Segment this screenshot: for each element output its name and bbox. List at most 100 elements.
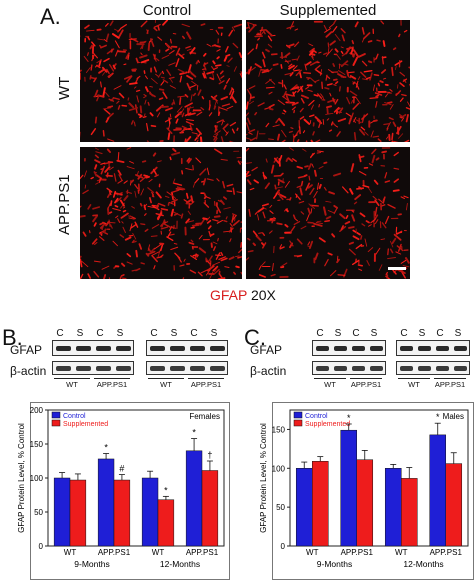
astrocyte-process [168, 201, 174, 205]
astrocyte-process [154, 57, 160, 62]
astrocyte-process [307, 184, 313, 189]
astrocyte-process [157, 212, 162, 221]
astrocyte-process [248, 132, 253, 135]
astrocyte-process [348, 117, 352, 125]
astrocyte-process [100, 44, 107, 49]
astrocyte-process [135, 174, 144, 179]
astrocyte-process [126, 253, 132, 258]
astrocyte-process [257, 102, 265, 107]
astrocyte-process [144, 75, 148, 80]
astrocyte-process [90, 76, 97, 80]
astrocyte-process [115, 215, 119, 219]
astrocyte-process [238, 248, 242, 254]
astrocyte-process [206, 196, 211, 199]
astrocyte-process [114, 28, 120, 32]
astrocyte-process [268, 107, 274, 111]
astrocyte-process [277, 178, 285, 184]
x-tick-label: APP.PS1 [186, 548, 219, 557]
astrocyte-process [349, 188, 354, 195]
astrocyte-process [374, 92, 383, 96]
astrocyte-process [114, 40, 120, 49]
legend-label: Supplemented [63, 421, 108, 428]
blot-band [436, 365, 449, 371]
x-tick-label: WT [306, 548, 319, 557]
astrocyte-process [400, 259, 407, 264]
astrocyte-process [139, 105, 143, 114]
astrocyte-process [202, 178, 207, 186]
astrocyte-process [168, 121, 171, 130]
astrocyte-process [99, 223, 106, 229]
blot-band [400, 345, 413, 351]
astrocyte-process [87, 204, 92, 210]
astrocyte-process [308, 240, 314, 250]
astrocyte-process [215, 64, 222, 67]
astrocyte-process [102, 87, 106, 97]
astrocyte-process [181, 23, 190, 28]
micrograph-texture [246, 20, 410, 142]
astrocyte-process [89, 44, 94, 50]
astrocyte-process [324, 28, 331, 33]
astrocyte-process [346, 96, 351, 105]
astrocyte-process [156, 160, 162, 163]
astrocyte-process [262, 171, 266, 180]
astrocyte-process [141, 160, 147, 163]
blot-label-actin: β-actin [250, 364, 287, 378]
lane-label: S [334, 328, 342, 339]
astrocyte-process [220, 251, 224, 256]
astrocyte-process [249, 128, 256, 133]
astrocyte-process [206, 260, 212, 265]
astrocyte-process [305, 86, 310, 90]
astrocyte-process [356, 119, 362, 124]
astrocyte-process [214, 148, 223, 155]
astrocyte-process [349, 75, 357, 80]
astrocyte-process [220, 257, 228, 262]
astrocyte-process [117, 169, 122, 176]
astrocyte-process [381, 150, 387, 154]
column-header-supplemented: Supplemented [279, 2, 377, 19]
astrocyte-process [303, 118, 311, 125]
astrocyte-process [332, 25, 338, 33]
astrocyte-process [353, 132, 357, 141]
blot-band [170, 345, 185, 351]
astrocyte-process [314, 64, 321, 71]
astrocyte-process [360, 235, 363, 240]
astrocyte-process [93, 270, 100, 278]
astrocyte-process [220, 158, 228, 161]
astrocyte-process [262, 211, 266, 219]
astrocyte-process [139, 40, 147, 44]
astrocyte-process [166, 127, 173, 135]
astrocyte-process [395, 231, 403, 234]
astrocyte-process [386, 101, 393, 104]
astrocyte-process [213, 133, 219, 141]
astrocyte-process [398, 133, 404, 139]
astrocyte-process [236, 191, 242, 194]
astrocyte-process [277, 99, 285, 106]
astrocyte-process [219, 107, 228, 111]
astrocyte-process [329, 270, 337, 277]
actin-blot-strip [312, 361, 386, 375]
astrocyte-process [194, 178, 200, 184]
astrocyte-process [121, 221, 124, 224]
blot-band [76, 365, 91, 371]
astrocyte-process [181, 35, 186, 40]
astrocyte-process [160, 226, 169, 230]
astrocyte-process [373, 179, 379, 185]
astrocyte-process [228, 88, 233, 96]
chart-title: Males [443, 412, 464, 421]
astrocyte-process [400, 196, 406, 200]
blot-band [352, 345, 365, 351]
astrocyte-process [374, 206, 378, 216]
astrocyte-process [308, 99, 315, 106]
astrocyte-process [158, 88, 165, 91]
astrocyte-process [198, 247, 207, 254]
astrocyte-process [166, 236, 174, 242]
astrocyte-process [225, 53, 231, 57]
astrocyte-process [405, 202, 408, 211]
astrocyte-process [200, 23, 206, 26]
astrocyte-process [255, 235, 262, 242]
astrocyte-process [374, 219, 379, 224]
astrocyte-process [291, 101, 299, 106]
astrocyte-process [265, 122, 270, 128]
legend-swatch [293, 419, 303, 427]
astrocyte-process [351, 40, 355, 45]
